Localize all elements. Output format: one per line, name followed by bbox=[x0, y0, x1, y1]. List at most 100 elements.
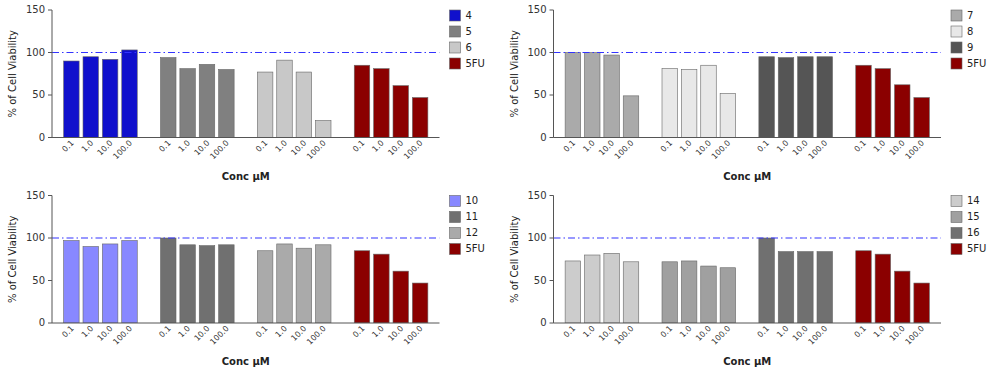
reference-line bbox=[52, 52, 440, 53]
y-tick-label: 0 bbox=[540, 317, 546, 328]
x-axis-label: Conc μM bbox=[222, 356, 270, 367]
x-tick-label: 1.0 bbox=[274, 324, 289, 339]
bar bbox=[623, 262, 639, 323]
legend-label: 16 bbox=[967, 227, 980, 238]
bar bbox=[219, 70, 235, 138]
y-tick-label: 50 bbox=[534, 275, 547, 286]
bar bbox=[257, 72, 273, 137]
bar bbox=[219, 245, 235, 323]
bar bbox=[64, 61, 80, 138]
bar bbox=[895, 271, 911, 323]
x-tick-label: 0.1 bbox=[351, 139, 366, 154]
x-axis bbox=[52, 137, 440, 138]
bar bbox=[720, 93, 736, 137]
x-tick-label: 100.0 bbox=[305, 324, 328, 347]
legend-label: 4 bbox=[466, 10, 472, 21]
legend-swatch bbox=[951, 26, 962, 37]
y-tick-label: 100 bbox=[26, 232, 45, 243]
bar bbox=[759, 57, 775, 138]
y-tick-label: 50 bbox=[32, 89, 45, 100]
x-tick-label: 1.0 bbox=[370, 139, 385, 154]
y-tick-label: 50 bbox=[32, 275, 45, 286]
bar bbox=[64, 241, 80, 323]
bar bbox=[122, 50, 138, 138]
bar bbox=[875, 69, 891, 138]
y-tick bbox=[550, 52, 554, 53]
bar bbox=[161, 58, 177, 138]
legend-label: 8 bbox=[967, 26, 973, 37]
x-tick-label: 100.0 bbox=[208, 139, 231, 162]
x-tick-label: 0.1 bbox=[254, 324, 269, 339]
bar bbox=[798, 57, 814, 138]
y-tick-label: 100 bbox=[527, 47, 546, 58]
bar bbox=[662, 262, 678, 323]
x-tick-label: 0.1 bbox=[157, 324, 172, 339]
y-tick-label: 150 bbox=[527, 190, 546, 201]
bars bbox=[554, 238, 942, 323]
panel: 0501001500.11.010.0100.00.11.010.0100.00… bbox=[7, 4, 485, 182]
legend: 1011125FU bbox=[450, 195, 485, 255]
y-axis bbox=[553, 196, 554, 324]
bar bbox=[895, 85, 911, 138]
x-tick-label: 100.0 bbox=[807, 324, 830, 347]
legend-swatch bbox=[951, 42, 962, 53]
bar bbox=[354, 65, 370, 137]
y-tick bbox=[550, 238, 554, 239]
bar bbox=[180, 245, 196, 323]
x-tick-label: 0.1 bbox=[853, 324, 868, 339]
x-tick-label: 100.0 bbox=[111, 324, 134, 347]
y-tick-label: 0 bbox=[39, 132, 45, 143]
y-axis-label: % of Cell Viability bbox=[509, 30, 520, 117]
y-tick bbox=[550, 137, 554, 138]
legend-swatch bbox=[450, 58, 461, 69]
legend-swatch bbox=[951, 58, 962, 69]
y-axis-label: % of Cell Viability bbox=[7, 215, 18, 302]
bar bbox=[681, 261, 697, 323]
y-tick bbox=[550, 323, 554, 324]
bar bbox=[565, 261, 581, 323]
bar bbox=[585, 53, 601, 138]
bar bbox=[604, 253, 620, 323]
bar bbox=[720, 268, 736, 323]
bar bbox=[161, 238, 177, 323]
legend-label: 11 bbox=[466, 211, 479, 222]
bar bbox=[412, 98, 428, 138]
x-tick-label: 100.0 bbox=[111, 139, 134, 162]
x-tick-label: 1.0 bbox=[370, 324, 385, 339]
legend-swatch bbox=[951, 10, 962, 21]
x-axis-label: Conc μM bbox=[222, 171, 270, 182]
bar bbox=[604, 55, 620, 137]
bar bbox=[316, 121, 332, 138]
x-tick-label: 1.0 bbox=[80, 324, 95, 339]
y-tick-label: 0 bbox=[540, 132, 546, 143]
legend-swatch bbox=[951, 244, 962, 255]
y-axis bbox=[52, 196, 53, 324]
x-tick-label: 100.0 bbox=[903, 324, 926, 347]
x-tick-label: 100.0 bbox=[613, 324, 636, 347]
reference-line bbox=[52, 237, 440, 238]
x-tick-label: 1.0 bbox=[872, 324, 887, 339]
bar bbox=[681, 70, 697, 138]
panel: 0501001500.11.010.0100.00.11.010.0100.00… bbox=[509, 190, 987, 368]
bar bbox=[122, 241, 138, 323]
bar bbox=[199, 64, 215, 137]
bar bbox=[102, 59, 118, 137]
bar bbox=[393, 271, 409, 323]
bars bbox=[554, 53, 942, 138]
bar bbox=[199, 246, 215, 323]
y-tick-label: 150 bbox=[527, 4, 546, 15]
y-tick-label: 100 bbox=[26, 47, 45, 58]
bar bbox=[296, 248, 312, 323]
reference-line bbox=[554, 52, 942, 53]
legend-label: 5FU bbox=[967, 58, 986, 69]
bar bbox=[778, 58, 794, 138]
y-tick bbox=[48, 195, 52, 196]
bar bbox=[856, 251, 872, 323]
x-tick-label: 0.1 bbox=[756, 139, 771, 154]
bar bbox=[102, 244, 118, 323]
legend-label: 10 bbox=[466, 195, 479, 206]
x-tick-label: 100.0 bbox=[613, 139, 636, 162]
legend-swatch bbox=[951, 212, 962, 223]
y-tick-label: 0 bbox=[39, 317, 45, 328]
legend-swatch bbox=[450, 42, 461, 53]
